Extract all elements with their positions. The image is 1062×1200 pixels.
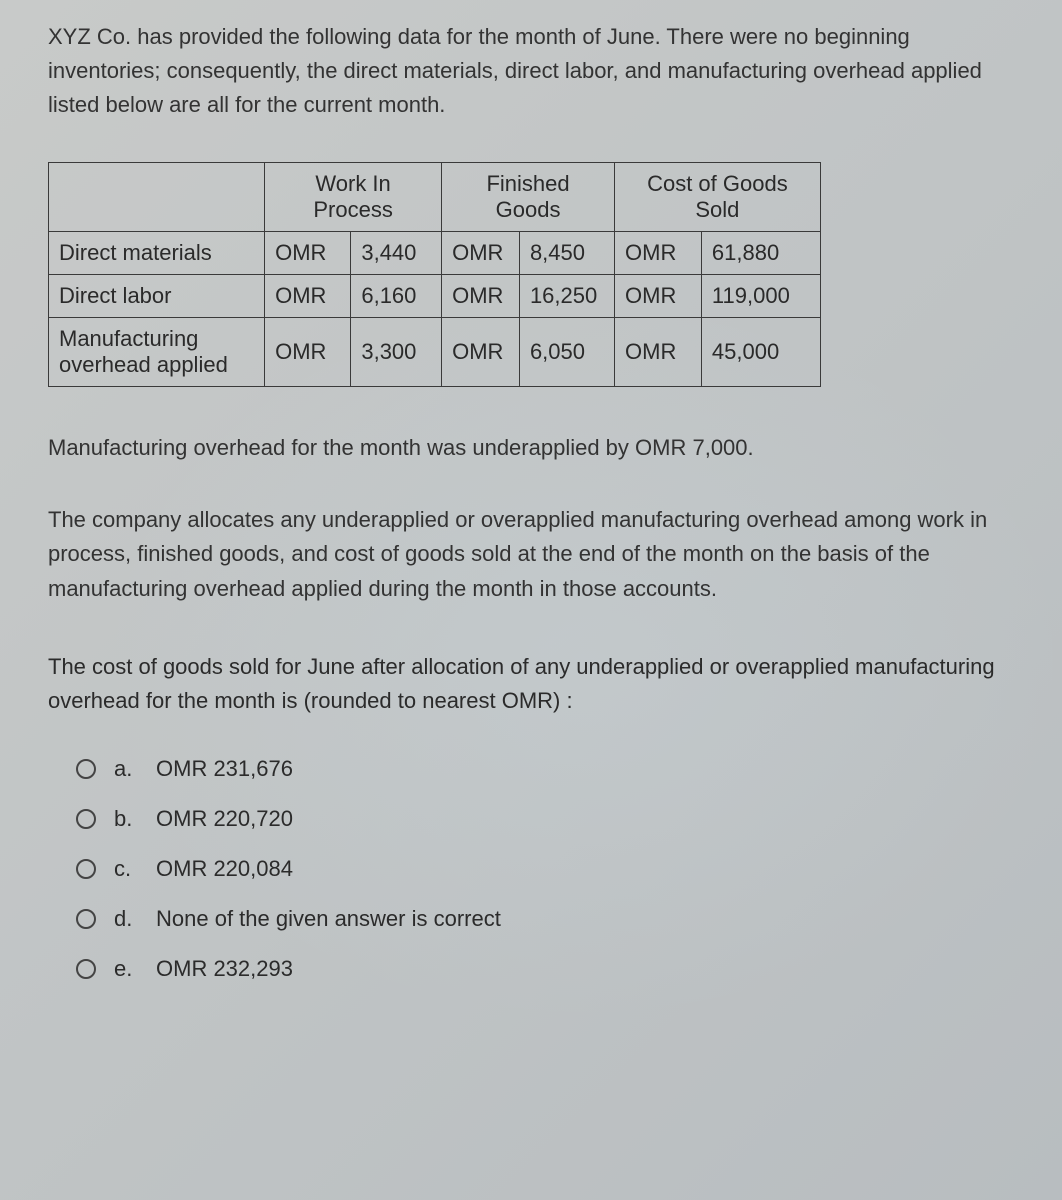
option-a[interactable]: a. OMR 231,676 [76,756,1014,782]
option-letter: a. [114,756,138,782]
cell-cur: OMR [442,232,520,275]
row-label: Direct labor [49,275,265,318]
cell-val: 61,880 [701,232,820,275]
cell-cur: OMR [615,232,702,275]
option-letter: c. [114,856,138,882]
cell-val: 16,250 [519,275,614,318]
option-text: None of the given answer is correct [156,906,501,932]
option-letter: d. [114,906,138,932]
table-row: Direct materials OMR 3,440 OMR 8,450 OMR… [49,232,821,275]
option-d[interactable]: d. None of the given answer is correct [76,906,1014,932]
col-header-wip: Work In Process [265,163,442,232]
cell-cur: OMR [265,232,351,275]
row-label: Manufacturing overhead applied [49,318,265,387]
cell-val: 3,440 [351,232,442,275]
radio-icon[interactable] [76,759,96,779]
cell-cur: OMR [615,275,702,318]
option-text: OMR 220,084 [156,856,293,882]
intro-text: XYZ Co. has provided the following data … [48,20,1014,122]
option-e[interactable]: e. OMR 232,293 [76,956,1014,982]
cell-val: 6,050 [519,318,614,387]
table-row: Direct labor OMR 6,160 OMR 16,250 OMR 11… [49,275,821,318]
option-c[interactable]: c. OMR 220,084 [76,856,1014,882]
option-text: OMR 232,293 [156,956,293,982]
radio-icon[interactable] [76,859,96,879]
option-text: OMR 220,720 [156,806,293,832]
table-header-row: Work In Process Finished Goods Cost of G… [49,163,821,232]
option-letter: e. [114,956,138,982]
radio-icon[interactable] [76,809,96,829]
cell-cur: OMR [442,318,520,387]
radio-icon[interactable] [76,959,96,979]
col-header-cogs: Cost of Goods Sold [615,163,821,232]
cell-val: 3,300 [351,318,442,387]
row-label: Direct materials [49,232,265,275]
cell-val: 8,450 [519,232,614,275]
cell-cur: OMR [442,275,520,318]
col-header-blank [49,163,265,232]
table-row: Manufacturing overhead applied OMR 3,300… [49,318,821,387]
cell-cur: OMR [615,318,702,387]
option-letter: b. [114,806,138,832]
cell-val: 45,000 [701,318,820,387]
col-header-fg: Finished Goods [442,163,615,232]
question-text: The cost of goods sold for June after al… [48,650,1014,718]
radio-icon[interactable] [76,909,96,929]
cell-val: 6,160 [351,275,442,318]
statement-underapplied: Manufacturing overhead for the month was… [48,431,1014,465]
cost-data-table: Work In Process Finished Goods Cost of G… [48,162,821,387]
options-group: a. OMR 231,676 b. OMR 220,720 c. OMR 220… [48,756,1014,982]
option-text: OMR 231,676 [156,756,293,782]
option-b[interactable]: b. OMR 220,720 [76,806,1014,832]
statement-allocation: The company allocates any underapplied o… [48,503,1014,605]
cell-cur: OMR [265,318,351,387]
cell-val: 119,000 [701,275,820,318]
cell-cur: OMR [265,275,351,318]
